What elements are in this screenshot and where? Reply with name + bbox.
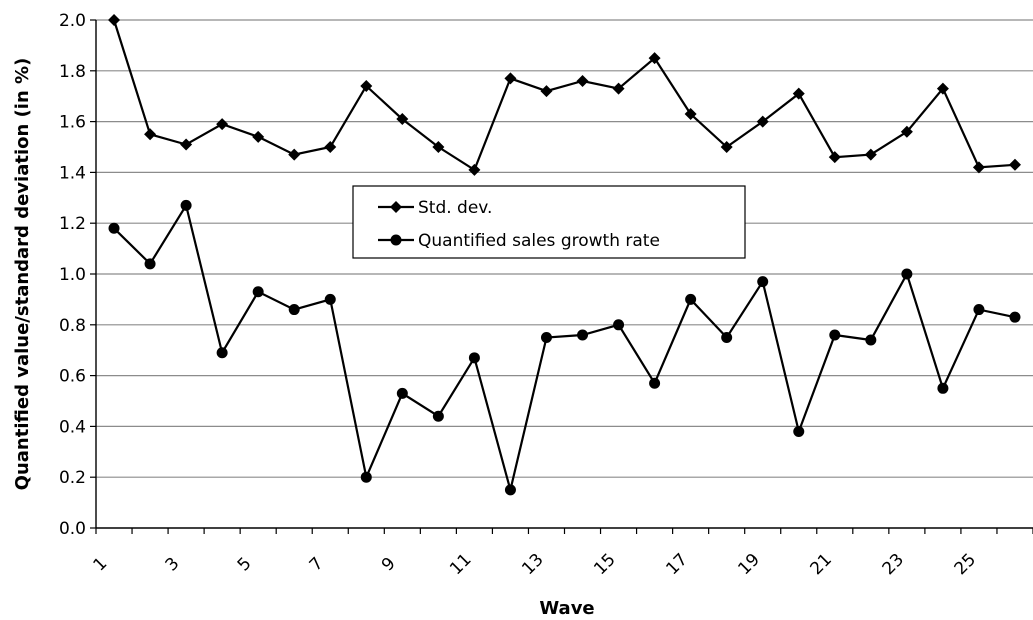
data-point-circle bbox=[649, 377, 661, 389]
data-point-diamond bbox=[288, 148, 301, 161]
data-point-diamond bbox=[936, 82, 949, 95]
data-point-circle bbox=[504, 484, 516, 496]
data-point-diamond bbox=[540, 85, 553, 98]
data-point-circle bbox=[108, 222, 120, 234]
data-point-circle bbox=[396, 387, 408, 399]
data-point-diamond bbox=[972, 161, 985, 174]
data-point-diamond bbox=[684, 107, 697, 120]
x-tick-label: 23 bbox=[879, 550, 908, 579]
data-point-circle bbox=[324, 293, 336, 305]
series-line bbox=[113, 202, 1016, 491]
data-point-diamond bbox=[1008, 158, 1021, 171]
x-tick-label: 25 bbox=[951, 550, 980, 579]
x-tick-label: 11 bbox=[446, 550, 475, 579]
y-tick-label: 1.8 bbox=[59, 62, 86, 82]
legend: Std. dev. Quantified sales growth rate bbox=[352, 185, 746, 259]
y-tick-label: 0.8 bbox=[59, 316, 86, 336]
data-point-diamond bbox=[180, 138, 193, 151]
data-point-diamond bbox=[216, 118, 229, 131]
data-point-circle bbox=[468, 352, 480, 364]
data-point-circle bbox=[757, 276, 769, 288]
data-point-diamond bbox=[900, 125, 913, 138]
series-std-dev bbox=[108, 14, 1021, 176]
data-point-circle bbox=[288, 304, 300, 316]
data-point-diamond bbox=[468, 163, 481, 176]
data-point-diamond bbox=[144, 128, 157, 141]
data-point-circle bbox=[685, 293, 697, 305]
legend-label-sales-growth: Quantified sales growth rate bbox=[418, 231, 660, 251]
data-point-circle bbox=[1009, 311, 1021, 323]
data-point-diamond bbox=[504, 72, 517, 85]
legend-diamond-marker bbox=[390, 201, 402, 213]
x-tick-label: 15 bbox=[590, 550, 619, 579]
x-tick-label: 21 bbox=[807, 550, 836, 579]
x-axis-title: Wave bbox=[539, 598, 594, 619]
x-tick-label: 19 bbox=[734, 550, 763, 579]
x-tick-label: 3 bbox=[162, 554, 184, 576]
x-tick-label: 5 bbox=[234, 554, 256, 576]
data-point-diamond bbox=[252, 130, 265, 143]
data-point-circle bbox=[901, 268, 913, 280]
x-tick-label: 17 bbox=[662, 550, 691, 579]
y-axis-title: Quantified value/standard deviation (in … bbox=[12, 58, 33, 491]
data-point-diamond bbox=[108, 14, 121, 26]
axes: 0.00.20.40.60.81.01.21.41.61.82.01 3 5 7 9 11… bbox=[59, 11, 1033, 579]
series-group bbox=[108, 14, 1021, 496]
x-tick-label: 1 bbox=[90, 554, 112, 576]
data-point-circle bbox=[432, 410, 444, 422]
y-tick-label: 0.4 bbox=[59, 417, 86, 437]
data-point-circle bbox=[540, 332, 552, 343]
y-tick-label: 0.6 bbox=[59, 367, 86, 387]
x-tick-label: 7 bbox=[306, 554, 328, 576]
legend-circle-marker bbox=[390, 234, 402, 246]
data-point-circle bbox=[865, 334, 877, 346]
data-point-circle bbox=[613, 319, 625, 331]
data-point-circle bbox=[360, 471, 372, 483]
y-tick-label: 2.0 bbox=[59, 11, 86, 31]
y-tick-label: 1.4 bbox=[59, 163, 86, 183]
data-point-diamond bbox=[612, 82, 625, 95]
data-point-circle bbox=[216, 347, 228, 359]
legend-label-std-dev: Std. dev. bbox=[418, 198, 492, 218]
data-point-circle bbox=[180, 199, 192, 211]
data-point-diamond bbox=[828, 151, 841, 164]
data-point-circle bbox=[829, 329, 841, 341]
y-tick-label: 1.0 bbox=[59, 265, 86, 285]
x-tick-label: 9 bbox=[378, 554, 400, 576]
data-point-circle bbox=[144, 258, 156, 270]
data-point-circle bbox=[937, 382, 949, 394]
y-tick-label: 0.2 bbox=[59, 468, 86, 488]
series-sales-growth bbox=[108, 199, 1021, 496]
data-point-circle bbox=[793, 425, 805, 437]
data-point-diamond bbox=[432, 141, 445, 153]
data-point-diamond bbox=[360, 80, 373, 93]
y-tick-label: 1.6 bbox=[59, 113, 86, 133]
y-tick-label: 1.2 bbox=[59, 214, 86, 234]
y-tick-label: 0.0 bbox=[59, 519, 86, 539]
data-point-diamond bbox=[792, 87, 805, 100]
data-point-diamond bbox=[864, 148, 877, 161]
data-point-circle bbox=[721, 332, 733, 343]
data-point-diamond bbox=[648, 52, 661, 65]
data-point-diamond bbox=[720, 141, 733, 153]
data-point-diamond bbox=[396, 113, 409, 126]
data-point-circle bbox=[577, 329, 589, 341]
data-point-diamond bbox=[576, 74, 589, 87]
x-tick-label: 13 bbox=[518, 550, 547, 579]
data-point-diamond bbox=[324, 141, 337, 153]
legend-box bbox=[352, 185, 746, 259]
data-point-diamond bbox=[756, 115, 769, 128]
series-line bbox=[112, 19, 1016, 172]
data-point-circle bbox=[973, 304, 985, 316]
data-point-circle bbox=[252, 286, 264, 298]
